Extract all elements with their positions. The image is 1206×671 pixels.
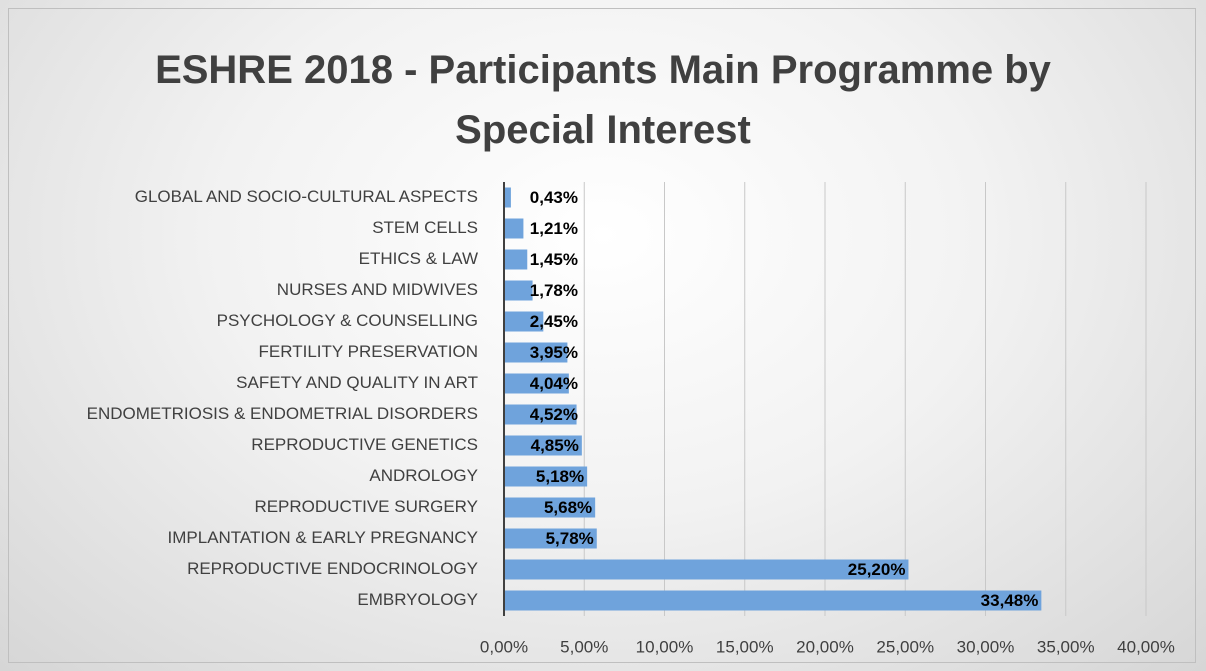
y-tick-label: REPRODUCTIVE SURGERY <box>254 497 478 516</box>
x-tick-label: 30,00% <box>957 637 1015 656</box>
y-tick-label: PSYCHOLOGY & COUNSELLING <box>217 311 478 330</box>
bar <box>504 187 511 208</box>
bar <box>504 497 596 518</box>
data-label: 1,78% <box>530 281 578 300</box>
y-tick-label: ANDROLOGY <box>369 466 478 485</box>
bar <box>504 528 597 549</box>
y-tick-label: GLOBAL AND SOCIO-CULTURAL ASPECTS <box>135 187 478 206</box>
y-tick-label: EMBRYOLOGY <box>357 590 478 609</box>
data-label: 4,04% <box>530 374 578 393</box>
y-tick-label: REPRODUCTIVE ENDOCRINOLOGY <box>187 559 478 578</box>
chart-border <box>8 8 1196 663</box>
bar <box>504 373 569 394</box>
x-tick-label: 35,00% <box>1037 637 1095 656</box>
bar <box>504 280 533 301</box>
x-tick-label: 5,00% <box>560 637 608 656</box>
y-tick-label: REPRODUCTIVE GENETICS <box>251 435 478 454</box>
x-tick-label: 20,00% <box>796 637 854 656</box>
data-label: 33,48% <box>981 591 1039 610</box>
bar <box>504 311 544 332</box>
bar <box>504 218 524 239</box>
y-tick-label: SAFETY AND QUALITY IN ART <box>236 373 478 392</box>
data-label: 4,85% <box>531 436 579 455</box>
data-label: 4,52% <box>530 405 578 424</box>
bar <box>504 342 568 363</box>
x-tick-label: 40,00% <box>1117 637 1175 656</box>
y-tick-label: IMPLANTATION & EARLY PREGNANCY <box>168 528 478 547</box>
y-tick-label: ENDOMETRIOSIS & ENDOMETRIAL DISORDERS <box>87 404 478 423</box>
data-label: 0,43% <box>530 188 578 207</box>
x-tick-label: 25,00% <box>876 637 934 656</box>
data-label: 25,20% <box>848 560 906 579</box>
data-label: 3,95% <box>530 343 578 362</box>
y-tick-label: NURSES AND MIDWIVES <box>277 280 478 299</box>
data-label: 5,68% <box>544 498 592 517</box>
x-tick-label: 15,00% <box>716 637 774 656</box>
bar <box>504 404 577 425</box>
x-tick-label: 0,00% <box>480 637 528 656</box>
data-label: 2,45% <box>530 312 578 331</box>
data-label: 5,78% <box>546 529 594 548</box>
y-tick-label: FERTILITY PRESERVATION <box>259 342 478 361</box>
data-label: 1,45% <box>530 250 578 269</box>
bar <box>504 590 1042 611</box>
bar <box>504 435 582 456</box>
bar <box>504 249 528 270</box>
bar <box>504 559 909 580</box>
x-tick-label: 10,00% <box>636 637 694 656</box>
chart-title: ESHRE 2018 - Participants Main Programme… <box>155 48 1051 152</box>
bar <box>504 466 588 487</box>
y-tick-label: STEM CELLS <box>372 218 478 237</box>
y-tick-label: ETHICS & LAW <box>359 249 478 268</box>
data-label: 5,18% <box>536 467 584 486</box>
data-label: 1,21% <box>530 219 578 238</box>
